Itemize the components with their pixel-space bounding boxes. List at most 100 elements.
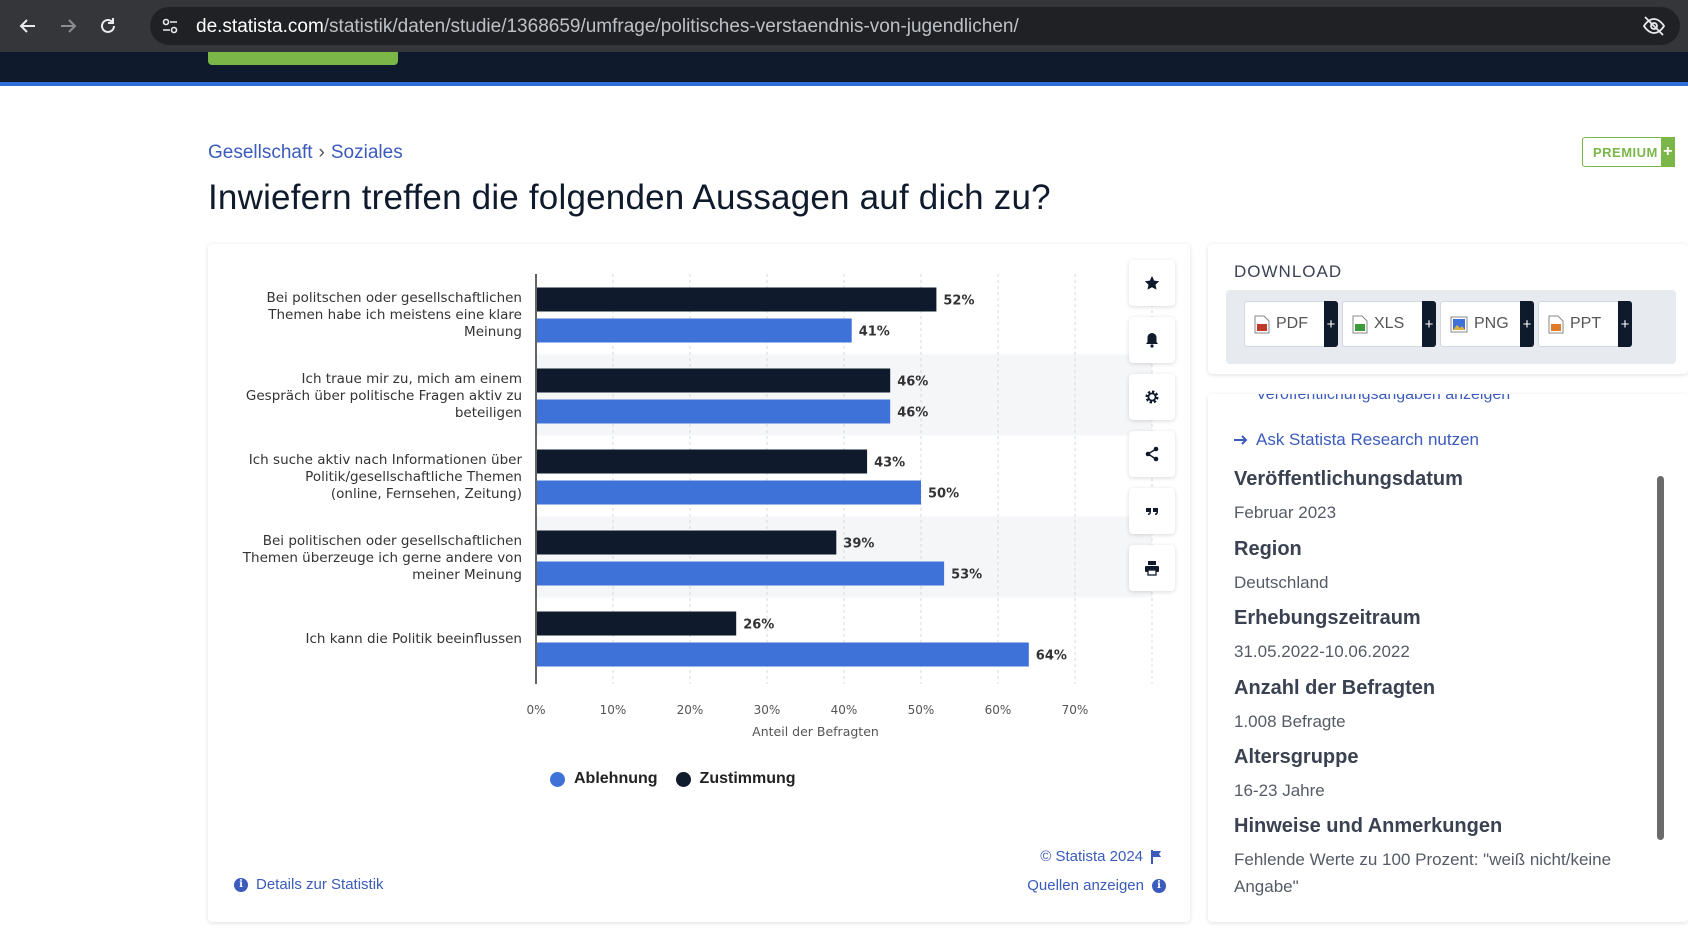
- data-label: 50%: [928, 487, 959, 502]
- category-label: Themen habe ich meistens eine klare: [267, 307, 522, 323]
- download-pdf-button[interactable]: PDF +: [1244, 301, 1338, 347]
- breadcrumb: Gesellschaft › Soziales: [208, 142, 403, 164]
- meta-value: 1.008 Befragte: [1234, 712, 1346, 731]
- browser-toolbar: de.statista.com/statistik/daten/studie/1…: [0, 0, 1688, 52]
- breadcrumb-item-gesellschaft[interactable]: Gesellschaft: [208, 142, 313, 163]
- cite-button[interactable]: [1129, 488, 1175, 534]
- legend-label-ablehnung: Ablehnung: [574, 770, 658, 787]
- star-icon: [1144, 276, 1160, 290]
- statistic-info-panel: Veröffentlichungsangaben anzeigen Ask St…: [1208, 394, 1688, 922]
- sources-link[interactable]: Quellen anzeigen i: [1027, 877, 1166, 894]
- x-axis-label: Anteil der Befragten: [752, 724, 879, 739]
- category-label: Ich suche aktiv nach Informationen über: [249, 452, 523, 468]
- premium-badge[interactable]: PREMIUM +: [1582, 137, 1675, 167]
- ppt-file-icon: [1548, 315, 1564, 333]
- details-link[interactable]: i Details zur Statistik: [234, 876, 384, 893]
- category-label: Themen überzeuge ich gerne andere von: [242, 550, 522, 566]
- settings-button[interactable]: [1129, 374, 1175, 420]
- forward-button[interactable]: [52, 10, 84, 42]
- xls-label: XLS: [1374, 315, 1405, 332]
- flag-icon: [1151, 849, 1161, 864]
- meta-age-group: Altersgruppe 16-23 Jahre: [1234, 746, 1634, 804]
- download-xls-button[interactable]: XLS +: [1342, 301, 1436, 347]
- download-png-button[interactable]: PNG +: [1440, 301, 1534, 347]
- meta-respondents: Anzahl der Befragten 1.008 Befragte: [1234, 677, 1634, 735]
- premium-label: PREMIUM: [1593, 144, 1658, 160]
- meta-label: Region: [1234, 538, 1302, 560]
- x-tick-label: 20%: [677, 703, 704, 717]
- pdf-file-icon: [1254, 315, 1270, 333]
- arrow-right-icon: [61, 19, 77, 33]
- meta-notes: Hinweise und Anmerkungen Fehlende Werte …: [1234, 815, 1634, 900]
- download-card: DOWNLOAD PDF + XLS + PNG + PPT +: [1208, 244, 1688, 374]
- breadcrumb-item-soziales[interactable]: Soziales: [330, 142, 403, 163]
- meta-value: Februar 2023: [1234, 503, 1337, 522]
- meta-value: 16-23 Jahre: [1234, 781, 1325, 800]
- legend-item-ablehnung[interactable]: Ablehnung: [550, 770, 658, 788]
- arrow-left-icon: [19, 19, 35, 33]
- back-button[interactable]: [12, 10, 44, 42]
- x-tick-label: 0%: [526, 703, 545, 717]
- category-label: Meinung: [464, 324, 522, 340]
- png-label: PNG: [1474, 315, 1509, 332]
- bar-ablehnung: [537, 561, 945, 586]
- x-tick-label: 50%: [908, 703, 935, 717]
- address-bar[interactable]: de.statista.com/statistik/daten/studie/1…: [150, 7, 1680, 45]
- meta-value: 31.05.2022-10.06.2022: [1234, 642, 1410, 661]
- quote-icon: [1146, 508, 1158, 515]
- download-ppt-button[interactable]: PPT +: [1538, 301, 1632, 347]
- info-icon: i: [1152, 878, 1166, 893]
- share-button[interactable]: [1129, 431, 1175, 477]
- png-file-icon: [1450, 316, 1468, 332]
- legend-label-zustimmung: Zustimmung: [699, 770, 796, 787]
- bar-ablehnung: [537, 480, 921, 505]
- meta-label: Hinweise und Anmerkungen: [1234, 815, 1503, 837]
- notification-button[interactable]: [1129, 317, 1175, 363]
- share-icon: [1145, 446, 1159, 462]
- meta-label: Altersgruppe: [1234, 746, 1359, 768]
- site-settings-icon[interactable]: [160, 16, 180, 36]
- ppt-plus: +: [1618, 301, 1632, 347]
- meta-label: Veröffentlichungsdatum: [1234, 468, 1463, 490]
- category-label: beteiligen: [455, 405, 522, 421]
- x-tick-label: 30%: [754, 703, 781, 717]
- info-panel-scrollbar[interactable]: [1657, 476, 1664, 840]
- data-label: 26%: [743, 618, 774, 633]
- meta-value: Fehlende Werte zu 100 Prozent: "weiß nic…: [1234, 850, 1612, 896]
- data-label: 46%: [897, 406, 928, 421]
- bar-zustimmung: [537, 287, 937, 312]
- print-button[interactable]: [1129, 545, 1175, 591]
- statista-copyright-link[interactable]: © Statista 2024: [1040, 848, 1162, 865]
- category-label: Bei politschen oder gesellschaftlichen: [266, 290, 522, 306]
- category-label: meiner Meinung: [412, 567, 522, 583]
- meta-region: Region Deutschland: [1234, 538, 1634, 596]
- chart-card: 0% 10% 20% 30% 40% 50% 60% 70% Anteil der Befrag…: [208, 244, 1190, 922]
- sources-link-text: Quellen anzeigen: [1027, 877, 1144, 894]
- png-plus: +: [1520, 301, 1534, 347]
- bar-ablehnung: [537, 642, 1029, 667]
- data-label: 41%: [859, 325, 890, 340]
- favorite-button[interactable]: [1129, 260, 1175, 306]
- gear-icon: [1145, 390, 1159, 404]
- ask-statista-link[interactable]: Ask Statista Research nutzen: [1234, 430, 1479, 450]
- legend-dot-ablehnung: [550, 771, 565, 787]
- legend-item-zustimmung[interactable]: Zustimmung: [675, 770, 796, 788]
- category-label: Ich traue mir zu, mich am einem: [302, 371, 522, 387]
- x-tick-label: 10%: [600, 703, 627, 717]
- publication-details-link[interactable]: Veröffentlichungsangaben anzeigen: [1256, 394, 1511, 403]
- page-title: Inwiefern treffen die folgenden Aussagen…: [208, 178, 1051, 217]
- category-label: Ich kann die Politik beeinflussen: [306, 631, 522, 647]
- header-cta-button[interactable]: [208, 52, 398, 65]
- x-tick-label: 70%: [1062, 703, 1089, 717]
- reload-button[interactable]: [92, 10, 124, 42]
- eye-off-icon[interactable]: [1642, 14, 1666, 43]
- download-buttons: PDF + XLS + PNG + PPT +: [1226, 290, 1676, 364]
- xls-plus: +: [1422, 301, 1436, 347]
- pdf-label: PDF: [1276, 315, 1308, 332]
- chart-legend: Ablehnung Zustimmung: [550, 770, 796, 788]
- details-link-text: Details zur Statistik: [256, 876, 384, 893]
- ask-link-text: Ask Statista Research nutzen: [1256, 430, 1480, 449]
- bar-chart: 0% 10% 20% 30% 40% 50% 60% 70% Anteil der Befrag…: [242, 274, 1153, 739]
- bar-ablehnung: [537, 318, 852, 343]
- ppt-label: PPT: [1570, 315, 1602, 332]
